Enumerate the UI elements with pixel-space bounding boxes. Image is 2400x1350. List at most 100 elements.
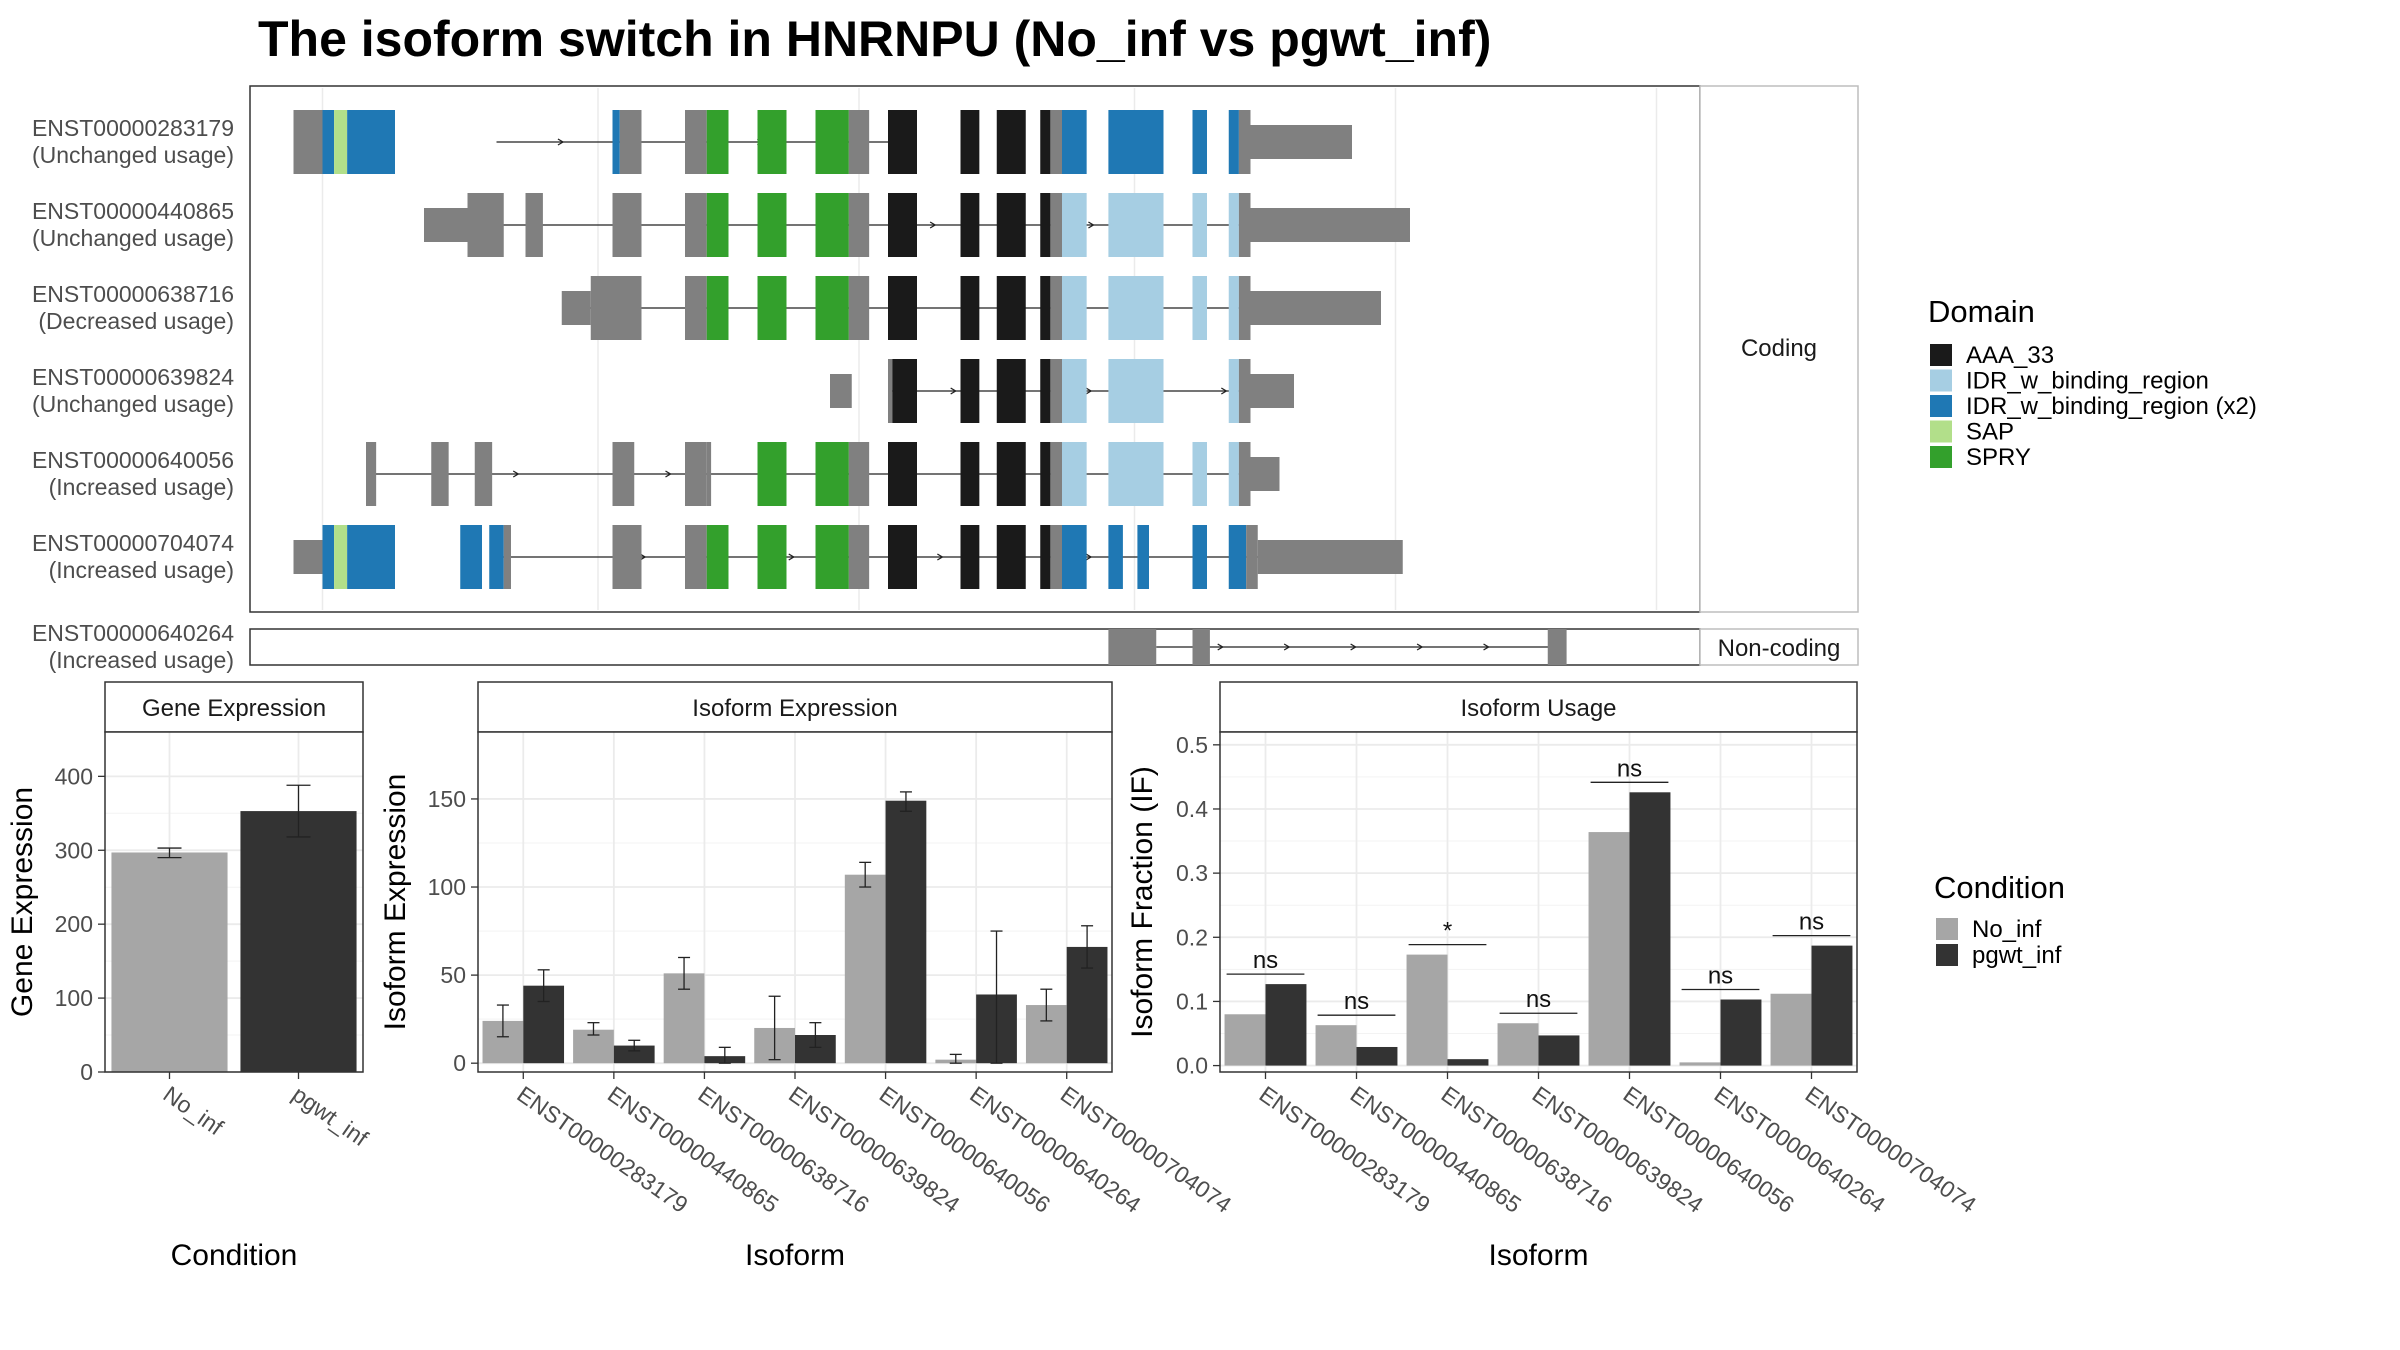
exon-domain-aaa-33 bbox=[888, 525, 917, 589]
exon-utr bbox=[848, 193, 870, 257]
exon-utr bbox=[848, 525, 870, 589]
transcript-ENST00000704074: ENST00000704074(Increased usage) bbox=[32, 525, 1403, 589]
exon-domain-aaa-33 bbox=[960, 359, 980, 423]
exon-domain-aaa-33 bbox=[996, 442, 1026, 506]
exon-domain-aaa-33 bbox=[1040, 193, 1051, 257]
significance-label: ns bbox=[1708, 963, 1733, 990]
gene-expression-panel: Gene Expression 0 100 200 300 400 No_inf pgwt_i… bbox=[6, 681, 374, 1272]
exon-domain-spry bbox=[757, 193, 787, 257]
exon-domain-aaa-33 bbox=[996, 359, 1026, 423]
x-axis-title: Condition bbox=[171, 1239, 298, 1272]
exon-utr bbox=[888, 359, 893, 423]
exon-utr bbox=[1250, 291, 1381, 325]
panel-title: Gene Expression bbox=[142, 695, 326, 722]
y-tick-label: 100 bbox=[428, 874, 466, 900]
exon-utr bbox=[685, 442, 707, 506]
transcript-ENST00000440865: ENST00000440865(Unchanged usage) bbox=[32, 193, 1410, 257]
bar-pgwt_inf-ENST00000440865 bbox=[1356, 1046, 1398, 1066]
exon-domain-idr-w-binding-region-x2- bbox=[322, 110, 335, 174]
bars: ns ns * ns ns ns ns bbox=[1224, 755, 1853, 1066]
exon-domain-idr-w-binding-region-x2- bbox=[460, 525, 482, 589]
bar-No_inf-ENST00000640264 bbox=[1679, 1062, 1721, 1066]
legend-label: No_inf bbox=[1972, 916, 2042, 943]
exon-domain-spry bbox=[815, 110, 849, 174]
intron-arrow bbox=[1217, 643, 1224, 651]
exon-domain-idr-w-binding-region-x2- bbox=[347, 525, 395, 589]
exon-domain-idr-w-binding-region bbox=[1228, 442, 1239, 506]
exon-domain-aaa-33 bbox=[960, 525, 980, 589]
exon-utr bbox=[612, 193, 642, 257]
intron-arrow bbox=[937, 553, 944, 561]
bar-pgwt_inf-ENST00000283179 bbox=[1265, 984, 1307, 1066]
exon-domain-aaa-33 bbox=[960, 276, 980, 340]
coding-strip-label: Coding bbox=[1741, 335, 1817, 362]
bar-pgwt_inf-ENST00000638716 bbox=[1447, 1059, 1489, 1066]
bar-pgwt_inf-ENST00000640056 bbox=[885, 800, 927, 1064]
exon-utr bbox=[1547, 629, 1567, 665]
exon-domain-idr-w-binding-region-x2- bbox=[1192, 110, 1207, 174]
exon-domain-idr-w-binding-region-x2- bbox=[1062, 110, 1087, 174]
exon-domain-aaa-33 bbox=[1040, 359, 1051, 423]
transcript-id-label: ENST00000640264 bbox=[32, 620, 234, 646]
noncoding-strip-label: Non-coding bbox=[1718, 635, 1841, 662]
y-tick-label: 200 bbox=[55, 911, 93, 937]
exon-domain-spry bbox=[815, 193, 849, 257]
exon-utr bbox=[1192, 629, 1210, 665]
bar-No_inf bbox=[111, 852, 228, 1072]
x-tick-label: ENST00000704074 bbox=[1801, 1081, 1982, 1218]
exon-utr bbox=[474, 442, 493, 506]
exon-domain-idr-w-binding-region-x2- bbox=[1137, 525, 1149, 589]
exon-domain-idr-w-binding-region bbox=[1228, 193, 1239, 257]
significance-label: ns bbox=[1799, 909, 1824, 936]
legend-label: SPRY bbox=[1966, 444, 2031, 471]
exon-domain-sap bbox=[334, 110, 348, 174]
y-tick-label: 100 bbox=[55, 985, 93, 1011]
exon-domain-aaa-33 bbox=[996, 276, 1026, 340]
isoform-expression-panel: Isoform Expression 0 50 100 150 ENST000002831… bbox=[379, 681, 1236, 1272]
legend-key-sap bbox=[1930, 420, 1952, 443]
bar-No_inf-ENST00000640056 bbox=[844, 874, 886, 1064]
exon-utr bbox=[1238, 193, 1251, 257]
legend-key-idr-w-binding-region bbox=[1930, 369, 1952, 392]
intron-arrow bbox=[1283, 643, 1291, 651]
transcript-id-label: ENST00000440865 bbox=[32, 198, 234, 224]
transcript-usage-label: (Increased usage) bbox=[49, 647, 234, 673]
exon-domain-idr-w-binding-region bbox=[1228, 276, 1239, 340]
bar-No_inf-ENST00000704074 bbox=[1770, 993, 1812, 1066]
exon-domain-aaa-33 bbox=[960, 442, 980, 506]
exon-utr bbox=[1050, 110, 1062, 174]
exon-utr bbox=[293, 540, 323, 574]
plot-border bbox=[104, 731, 364, 1073]
exon-utr bbox=[706, 442, 712, 506]
exon-domain-spry bbox=[757, 110, 787, 174]
transcript-id-label: ENST00000639824 bbox=[32, 364, 234, 390]
transcript-usage-label: (Unchanged usage) bbox=[32, 225, 234, 251]
exon-utr bbox=[1250, 208, 1410, 242]
significance-label: ns bbox=[1344, 988, 1369, 1015]
bar-No_inf-ENST00000638716 bbox=[1406, 954, 1448, 1066]
legend-label: pgwt_inf bbox=[1972, 942, 2062, 969]
y-tick-label: 0.0 bbox=[1176, 1053, 1208, 1079]
exon-utr bbox=[619, 110, 642, 174]
panel-title: Isoform Usage bbox=[1460, 695, 1616, 722]
exon-domain-aaa-33 bbox=[888, 193, 917, 257]
legend-key-pgwt_inf bbox=[1936, 944, 1958, 966]
y-tick-label: 150 bbox=[428, 786, 466, 812]
exon-domain-idr-w-binding-region bbox=[1108, 359, 1164, 423]
y-tick-label: 50 bbox=[440, 962, 466, 988]
exon-utr bbox=[685, 110, 707, 174]
bar-pgwt_inf-ENST00000640056 bbox=[1629, 792, 1671, 1066]
exon-utr bbox=[848, 276, 870, 340]
x-tick-label: ENST00000638716 bbox=[1437, 1081, 1617, 1218]
exon-domain-spry bbox=[757, 276, 787, 340]
intron-arrow bbox=[1483, 643, 1490, 651]
x-tick-label: pgwt_inf bbox=[288, 1081, 374, 1152]
domain-legend-title: Domain bbox=[1928, 294, 2035, 329]
exon-utr bbox=[612, 442, 635, 506]
panel-strip bbox=[104, 681, 364, 733]
exon-domain-idr-w-binding-region bbox=[1192, 193, 1207, 257]
exon-utr bbox=[1050, 525, 1062, 589]
exon-utr bbox=[1050, 359, 1062, 423]
